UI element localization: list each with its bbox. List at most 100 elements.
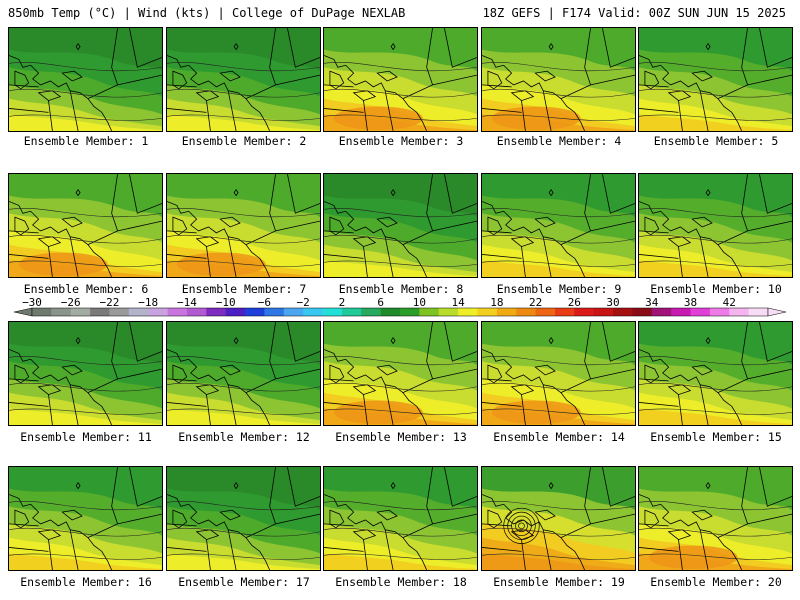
colorbar-tick-label: 10	[413, 296, 426, 309]
ensemble-map-16	[8, 466, 163, 571]
ensemble-map-14	[481, 321, 636, 426]
ensemble-member-label: Ensemble Member: 14	[493, 430, 625, 444]
ensemble-map-19	[481, 466, 636, 571]
colorbar-tick-label: −14	[177, 296, 197, 309]
colorbar-tick-label: 14	[451, 296, 465, 309]
colorbar-segment	[496, 308, 517, 316]
colorbar-segment	[419, 308, 440, 316]
ensemble-map-9	[481, 173, 636, 278]
ensemble-member-label: Ensemble Member: 18	[335, 575, 467, 589]
colorbar-segment	[225, 308, 246, 316]
colorbar-segment	[206, 308, 227, 316]
ensemble-map-3	[323, 27, 478, 132]
colorbar-arrow-right	[767, 307, 786, 317]
header-valid-time: 18Z GEFS | F174 Valid: 00Z SUN JUN 15 20…	[482, 6, 786, 20]
ensemble-member-label: Ensemble Member: 10	[650, 282, 782, 296]
ensemble-member-label: Ensemble Member: 15	[650, 430, 782, 444]
colorbar-segment	[671, 308, 691, 316]
colorbar-segment	[167, 308, 188, 316]
colorbar-segment	[128, 308, 149, 316]
ensemble-map-20	[638, 466, 793, 571]
colorbar-segment	[709, 308, 730, 316]
colorbar-tick-label: −22	[100, 296, 120, 309]
ensemble-map-6	[8, 173, 163, 278]
colorbar-tick-label: 6	[377, 296, 384, 309]
ensemble-map-11	[8, 321, 163, 426]
colorbar-segment	[690, 308, 711, 316]
colorbar-segment	[748, 308, 769, 316]
ensemble-member-label: Ensemble Member: 1	[23, 134, 149, 148]
ensemble-member-label: Ensemble Member: 20	[650, 575, 782, 589]
colorbar-tick-label: −18	[138, 296, 158, 309]
ensemble-map-17	[166, 466, 321, 571]
ensemble-map-7	[166, 173, 321, 278]
colorbar-segment	[613, 308, 633, 316]
ensemble-map-12	[166, 321, 321, 426]
colorbar-segment	[283, 308, 304, 316]
colorbar-tick-label: 2	[339, 296, 346, 309]
colorbar-tick-label: −30	[22, 296, 42, 309]
colorbar-segment	[632, 308, 653, 316]
colorbar-segment	[574, 308, 595, 316]
ensemble-member-label: Ensemble Member: 9	[496, 282, 622, 296]
colorbar-tick-label: 34	[645, 296, 659, 309]
colorbar-segment	[380, 308, 401, 316]
ensemble-member-label: Ensemble Member: 12	[178, 430, 310, 444]
colorbar-tick-label: −26	[61, 296, 81, 309]
ensemble-member-label: Ensemble Member: 16	[20, 575, 152, 589]
ensemble-map-18	[323, 466, 478, 571]
colorbar-segment	[245, 308, 265, 316]
ensemble-member-label: Ensemble Member: 11	[20, 430, 152, 444]
ensemble-member-label: Ensemble Member: 13	[335, 430, 467, 444]
colorbar-segment	[458, 308, 478, 316]
colorbar-segment	[303, 308, 323, 316]
ensemble-member-label: Ensemble Member: 8	[338, 282, 464, 296]
colorbar-segment	[51, 308, 72, 316]
colorbar-segment	[535, 308, 556, 316]
colorbar-segment	[438, 308, 459, 316]
ensemble-member-label: Ensemble Member: 3	[338, 134, 464, 148]
ensemble-member-label: Ensemble Member: 19	[493, 575, 625, 589]
colorbar-segment	[341, 308, 362, 316]
ensemble-member-label: Ensemble Member: 2	[181, 134, 307, 148]
header-title: 850mb Temp (°C) | Wind (kts) | College o…	[8, 6, 406, 20]
colorbar-segment	[322, 308, 343, 316]
colorbar-tick-label: −6	[258, 296, 271, 309]
colorbar-segment	[554, 308, 575, 316]
colorbar-tick-label: −2	[297, 296, 310, 309]
ensemble-member-label: Ensemble Member: 5	[653, 134, 779, 148]
colorbar-tick-label: −10	[216, 296, 236, 309]
temperature-colorbar: −30 −26 −22 −18 −14 −10 −6 −2 2 6 10 14 18 22 26 30 34 38…	[14, 296, 786, 320]
colorbar-segment	[70, 308, 91, 316]
colorbar-segment	[593, 308, 614, 316]
colorbar-tick-label: 30	[606, 296, 619, 309]
colorbar-tick-label: 38	[684, 296, 697, 309]
ensemble-map-1	[8, 27, 163, 132]
colorbar-tick-label: 22	[529, 296, 542, 309]
colorbar-tick-label: 42	[723, 296, 736, 309]
ensemble-map-15	[638, 321, 793, 426]
colorbar-segment	[148, 308, 168, 316]
ensemble-map-2	[166, 27, 321, 132]
colorbar-segment	[361, 308, 382, 316]
colorbar-segment	[729, 308, 750, 316]
ensemble-member-label: Ensemble Member: 4	[496, 134, 622, 148]
colorbar-segment	[477, 308, 498, 316]
ensemble-member-label: Ensemble Member: 6	[23, 282, 149, 296]
colorbar-segment	[400, 308, 420, 316]
ensemble-map-4	[481, 27, 636, 132]
ensemble-member-label: Ensemble Member: 7	[181, 282, 307, 296]
colorbar-segment	[264, 308, 285, 316]
colorbar-segment	[651, 308, 672, 316]
colorbar-segment	[90, 308, 110, 316]
ensemble-map-13	[323, 321, 478, 426]
colorbar-tick-label: 26	[568, 296, 581, 309]
colorbar-arrow-left	[14, 307, 33, 317]
ensemble-map-5	[638, 27, 793, 132]
colorbar-tick-label: 18	[490, 296, 503, 309]
ensemble-map-8	[323, 173, 478, 278]
ensemble-member-label: Ensemble Member: 17	[178, 575, 310, 589]
colorbar-segment	[109, 308, 130, 316]
ensemble-map-10	[638, 173, 793, 278]
colorbar-segment	[516, 308, 536, 316]
